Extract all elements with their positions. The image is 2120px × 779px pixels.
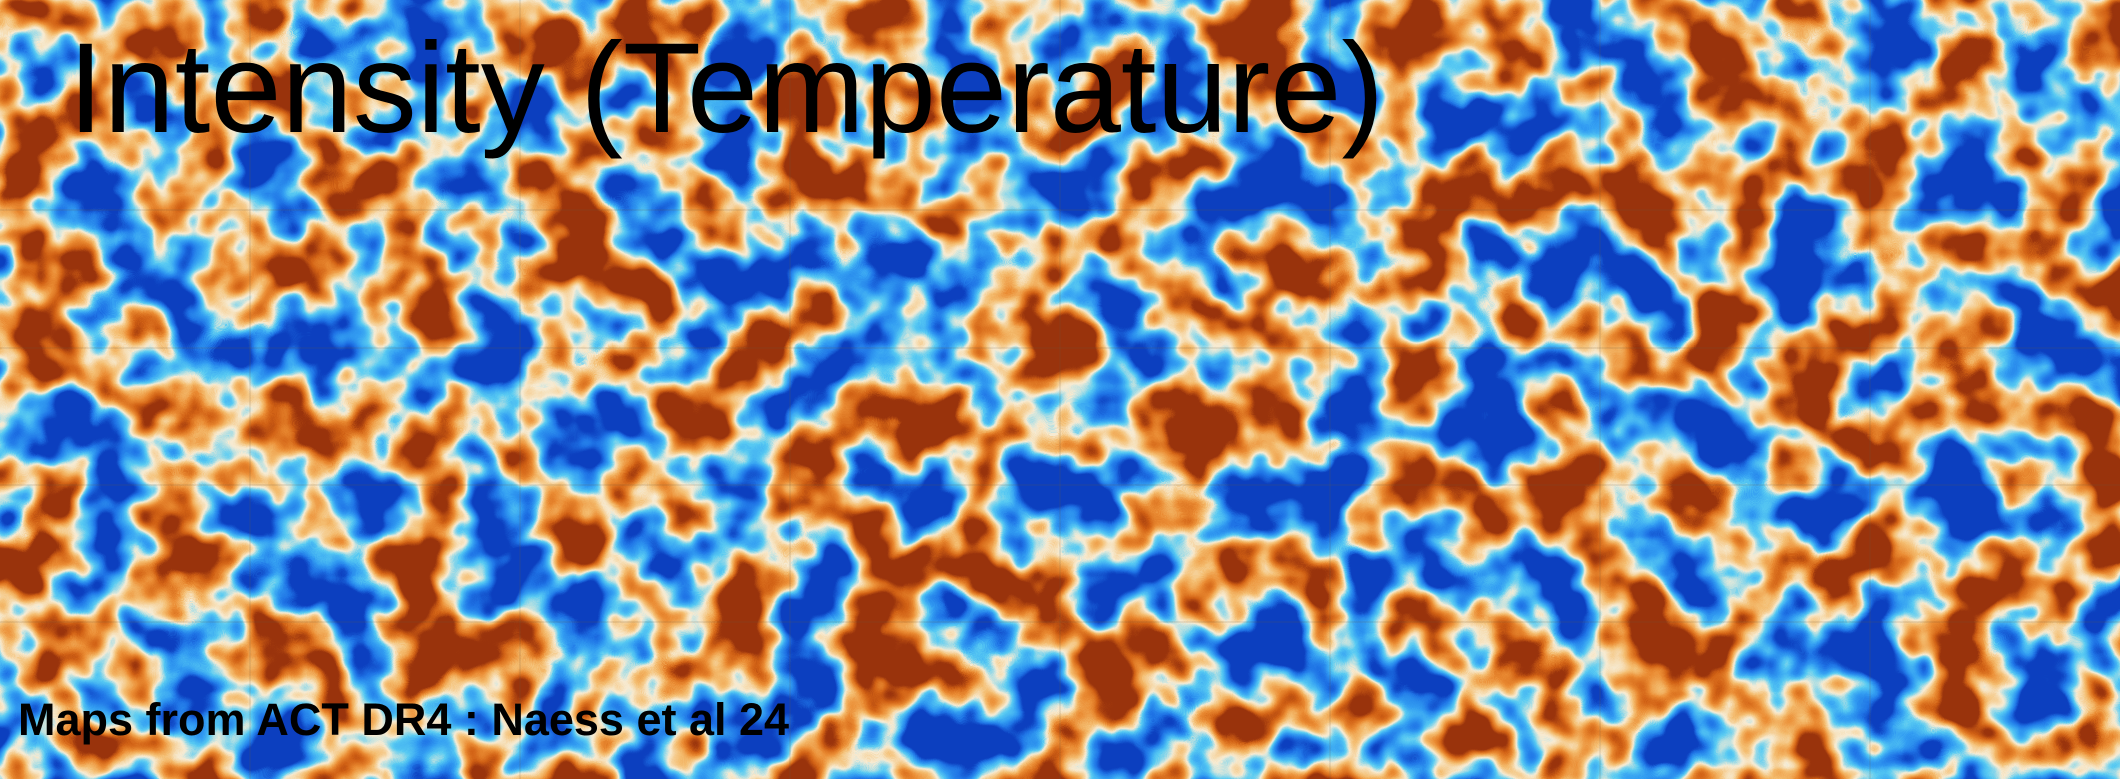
- credit: Maps from ACT DR4 : Naess et al 24: [18, 694, 789, 745]
- sky-map: Intensity (Temperature) Maps from ACT DR…: [0, 0, 2120, 779]
- page: Intensity (Temperature) Maps from ACT DR…: [0, 0, 2120, 779]
- title: Intensity (Temperature): [68, 17, 1384, 160]
